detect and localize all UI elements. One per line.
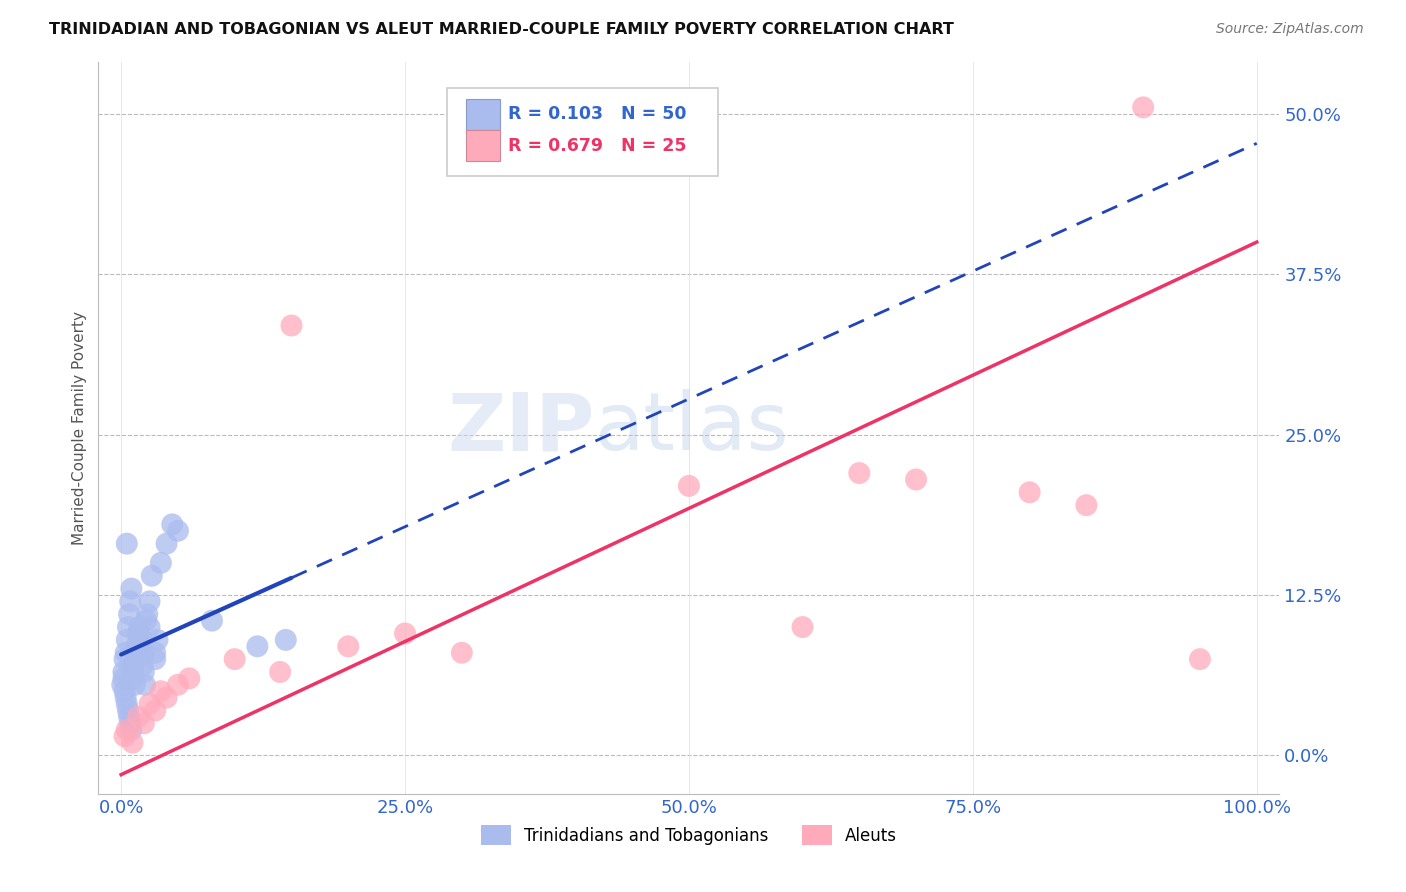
- Point: [114, 652, 136, 666]
- Point: [120, 716, 142, 731]
- Point: [1076, 498, 1098, 512]
- Point: [132, 658, 155, 673]
- FancyBboxPatch shape: [465, 99, 501, 129]
- Point: [117, 620, 139, 634]
- Text: R = 0.103   N = 50: R = 0.103 N = 50: [508, 105, 686, 123]
- Point: [155, 536, 177, 550]
- Point: [138, 594, 160, 608]
- Point: [125, 640, 148, 654]
- Point: [146, 632, 169, 647]
- Point: [122, 672, 145, 686]
- Point: [269, 665, 291, 679]
- Point: [678, 479, 700, 493]
- Text: atlas: atlas: [595, 389, 789, 467]
- Point: [1018, 485, 1040, 500]
- Point: [114, 684, 136, 698]
- Point: [274, 632, 297, 647]
- Point: [129, 640, 152, 654]
- Point: [792, 620, 814, 634]
- Point: [143, 703, 166, 717]
- Point: [337, 640, 360, 654]
- Point: [1132, 100, 1154, 114]
- Point: [201, 614, 224, 628]
- Point: [120, 594, 142, 608]
- Point: [155, 690, 177, 705]
- Point: [114, 646, 136, 660]
- Point: [120, 723, 142, 737]
- Text: TRINIDADIAN AND TOBAGONIAN VS ALEUT MARRIED-COUPLE FAMILY POVERTY CORRELATION CH: TRINIDADIAN AND TOBAGONIAN VS ALEUT MARR…: [49, 22, 955, 37]
- Point: [179, 672, 201, 686]
- Point: [121, 658, 143, 673]
- Point: [127, 626, 149, 640]
- Point: [127, 710, 149, 724]
- Point: [149, 684, 172, 698]
- Point: [450, 646, 472, 660]
- Point: [118, 607, 141, 622]
- Point: [111, 678, 134, 692]
- Point: [132, 646, 155, 660]
- Point: [162, 517, 183, 532]
- Point: [121, 735, 143, 749]
- Point: [848, 466, 870, 480]
- Point: [118, 710, 141, 724]
- Point: [128, 620, 150, 634]
- Point: [149, 556, 172, 570]
- Point: [224, 652, 246, 666]
- Point: [115, 723, 138, 737]
- Point: [143, 652, 166, 666]
- Point: [112, 672, 135, 686]
- Point: [134, 678, 156, 692]
- Point: [394, 626, 416, 640]
- Point: [136, 607, 159, 622]
- Point: [905, 473, 928, 487]
- Point: [132, 716, 155, 731]
- Point: [115, 536, 138, 550]
- Point: [167, 524, 190, 538]
- Point: [138, 620, 160, 634]
- Point: [114, 690, 136, 705]
- Text: Source: ZipAtlas.com: Source: ZipAtlas.com: [1216, 22, 1364, 37]
- Point: [124, 678, 146, 692]
- Point: [121, 665, 143, 679]
- Text: R = 0.679   N = 25: R = 0.679 N = 25: [508, 136, 686, 155]
- Point: [115, 632, 138, 647]
- Y-axis label: Married-Couple Family Poverty: Married-Couple Family Poverty: [72, 311, 87, 545]
- Point: [131, 632, 153, 647]
- Point: [143, 646, 166, 660]
- Point: [114, 729, 136, 743]
- Point: [138, 697, 160, 711]
- Point: [1188, 652, 1211, 666]
- Point: [115, 697, 138, 711]
- FancyBboxPatch shape: [465, 130, 501, 161]
- Point: [132, 665, 155, 679]
- Point: [122, 658, 145, 673]
- Point: [141, 568, 163, 582]
- FancyBboxPatch shape: [447, 88, 718, 176]
- Legend: Trinidadians and Tobagonians, Aleuts: Trinidadians and Tobagonians, Aleuts: [474, 819, 904, 851]
- Point: [280, 318, 302, 333]
- Point: [125, 652, 148, 666]
- Point: [125, 646, 148, 660]
- Point: [135, 614, 157, 628]
- Point: [127, 626, 149, 640]
- Point: [117, 703, 139, 717]
- Point: [112, 665, 135, 679]
- Point: [167, 678, 190, 692]
- Point: [246, 640, 269, 654]
- Point: [120, 582, 142, 596]
- Text: ZIP: ZIP: [447, 389, 595, 467]
